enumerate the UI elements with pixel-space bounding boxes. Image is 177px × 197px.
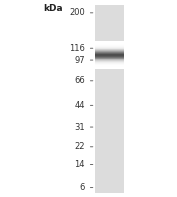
Bar [95,53,124,54]
Text: 116: 116 [69,44,85,53]
Bar [95,52,124,53]
Bar [95,63,124,64]
Bar [95,64,124,65]
Text: 6: 6 [80,183,85,192]
Text: 14: 14 [75,160,85,169]
Bar [95,60,124,61]
Bar [95,43,124,44]
Bar [95,63,124,64]
Bar [95,68,124,69]
Bar [95,52,124,53]
Bar [95,57,124,58]
Bar [95,62,124,63]
Bar [95,59,124,60]
Bar [95,64,124,65]
Bar [95,58,124,59]
Bar [95,42,124,43]
Bar [95,47,124,48]
Bar [95,47,124,48]
Bar [95,54,124,55]
Bar [95,51,124,52]
Text: 97: 97 [74,56,85,65]
Bar [95,55,124,56]
Bar [95,46,124,47]
Bar [95,50,124,51]
Bar [95,5,124,193]
Text: 22: 22 [75,142,85,151]
Text: 44: 44 [75,101,85,110]
Bar [95,44,124,45]
Bar [95,67,124,68]
Bar [95,43,124,44]
Text: 31: 31 [74,123,85,132]
Bar [95,42,124,43]
Bar [95,54,124,55]
Bar [95,46,124,47]
Bar [95,66,124,67]
Bar [95,44,124,45]
Bar [95,62,124,63]
Text: 66: 66 [74,76,85,85]
Bar [95,58,124,59]
Bar [95,49,124,50]
Bar [95,65,124,66]
Bar [95,45,124,46]
Text: kDa: kDa [43,4,63,13]
Bar [95,48,124,49]
Text: 200: 200 [69,8,85,17]
Bar [95,61,124,62]
Bar [95,56,124,57]
Bar [95,53,124,54]
